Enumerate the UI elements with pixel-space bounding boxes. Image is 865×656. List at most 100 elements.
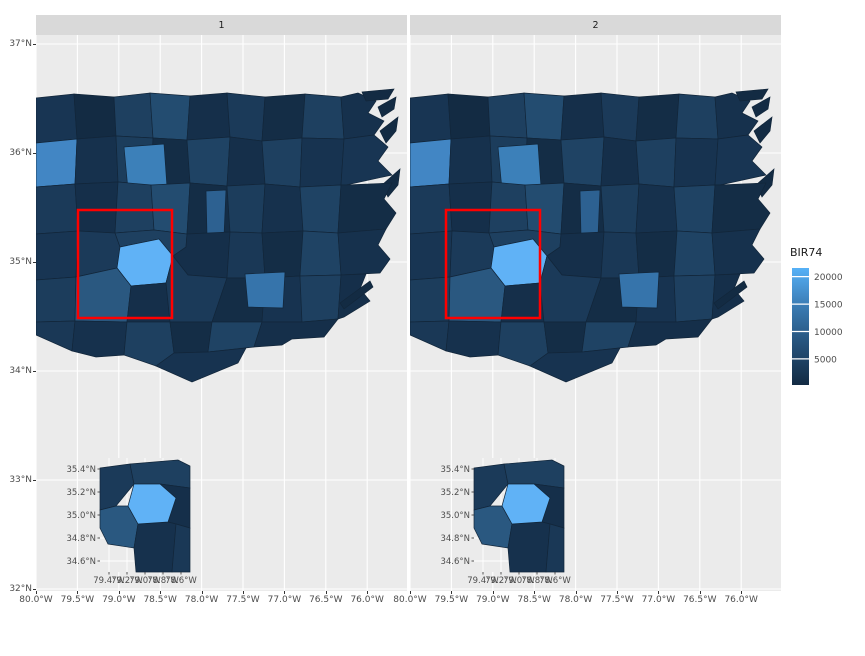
x-tick-label: 76.5°W [309, 595, 343, 605]
county-polygon [36, 276, 77, 323]
inset-y-tick-label: 35.4°N [440, 465, 470, 475]
inset-y-tick-label: 35.0°N [66, 511, 96, 521]
county-polygon [299, 184, 342, 234]
x-tick-mark [325, 591, 327, 594]
county-polygon [635, 93, 680, 142]
county-polygon [261, 230, 304, 279]
x-tick-label: 79.5°W [434, 595, 469, 605]
x-tick-mark [36, 591, 37, 594]
y-tick-label: 33°N [9, 475, 32, 485]
county-polygon [253, 318, 339, 348]
x-tick-mark [699, 591, 701, 594]
x-tick-mark [617, 591, 618, 594]
county-polygon [635, 137, 677, 188]
county-polygon [488, 181, 529, 234]
county-polygon [753, 116, 773, 144]
x-tick-mark [575, 591, 577, 594]
inset-y-tick-label: 35.2°N [440, 488, 470, 498]
county-polygon [447, 93, 491, 140]
inset-y-tick-label: 34.8°N [440, 534, 470, 544]
county-polygon [524, 182, 565, 235]
y-tick-mark [33, 153, 36, 154]
county-polygon [448, 181, 493, 234]
x-tick-mark [201, 591, 203, 594]
county-polygon [735, 88, 769, 102]
x-tick-label: 78.0°W [184, 595, 219, 605]
county-polygon [560, 92, 605, 141]
county-polygon [711, 182, 771, 234]
x-tick-mark [410, 591, 411, 594]
inset-county-polygon [507, 521, 551, 573]
x-tick-label: 78.0°W [558, 595, 593, 605]
y-tick-mark [33, 262, 36, 263]
county-polygon [410, 138, 452, 188]
legend-tick-label: 15000 [814, 301, 843, 311]
county-polygon [74, 181, 119, 234]
inset-county-polygon [133, 521, 177, 573]
map-panel-1: 35.4°N 35.2°N 35.0°N 34.8°N 34.6°N 79.4°W79.2… [36, 35, 407, 591]
county-polygon [579, 189, 601, 237]
county-polygon [635, 183, 678, 234]
county-polygon [126, 282, 171, 323]
county-polygon [361, 88, 395, 102]
county-polygon [410, 93, 452, 144]
county-polygon [600, 92, 640, 142]
y-tick-mark [33, 44, 36, 45]
county-polygon [73, 93, 117, 140]
facet-strip-1: 1 [36, 15, 407, 35]
county-polygon [339, 280, 374, 310]
legend-colorbar: 20000 15000 10000 5000 [792, 268, 843, 385]
y-tick-label: 36°N [9, 148, 32, 158]
county-polygon [186, 136, 231, 187]
y-tick-mark [33, 480, 36, 481]
county-polygon [36, 183, 79, 235]
county-polygon [410, 276, 451, 323]
y-tick-mark [33, 589, 36, 590]
x-tick-label: 79.0°W [102, 595, 136, 605]
y-tick-label: 37°N [9, 39, 32, 49]
x-tick-label: 77.0°W [641, 595, 676, 605]
x-tick-label: 77.5°W [226, 595, 260, 605]
county-polygon [337, 182, 397, 234]
inset-x-tick-label: 78.6°W [539, 576, 571, 586]
legend-title: BIR74 [790, 246, 823, 259]
x-tick-mark [741, 591, 743, 594]
county-polygon [751, 96, 771, 118]
x-tick-mark [284, 591, 286, 594]
county-polygon [74, 135, 119, 185]
inset-x-tick-label: 78.8°W [147, 576, 179, 586]
inset-county-polygon [99, 463, 135, 511]
county-polygon [244, 271, 286, 309]
inset-y-tick-label: 35.4°N [66, 465, 96, 475]
x-tick-label: 78.5°W [517, 595, 551, 605]
y-tick-mark [33, 371, 36, 372]
inset-map: 35.4°N 35.2°N 35.0°N 34.8°N 34.6°N 79.4°W79.2… [440, 458, 571, 586]
county-polygon [713, 280, 748, 310]
county-polygon [205, 189, 227, 237]
inset-y-tick-label: 34.6°N [66, 557, 96, 567]
inset-x-tick-label: 79.4°W [93, 576, 125, 586]
county-polygon [261, 93, 306, 142]
x-tick-label: 78.5°W [143, 595, 177, 605]
inset-x-tick-label: 78.6°W [165, 576, 197, 586]
x-tick-mark [451, 591, 453, 594]
y-tick-label: 32°N [9, 584, 32, 594]
county-polygon [673, 137, 719, 188]
y-tick-label: 34°N [9, 366, 32, 376]
x-tick-mark [658, 591, 660, 594]
county-polygon [448, 135, 493, 185]
county-polygon [379, 116, 399, 144]
x-tick-mark [492, 591, 494, 594]
x-tick-label: 79.0°W [476, 595, 510, 605]
county-polygon [635, 230, 678, 279]
county-polygon [226, 231, 266, 279]
x-tick-mark [534, 591, 536, 594]
x-tick-label: 76.0°W [724, 595, 758, 605]
x-tick-label: 77.0°W [267, 595, 302, 605]
inset-y-tick-label: 35.2°N [66, 488, 96, 498]
county-polygon [675, 93, 719, 140]
county-polygon [627, 318, 713, 348]
county-polygon [487, 92, 528, 139]
county-polygon [600, 183, 640, 234]
